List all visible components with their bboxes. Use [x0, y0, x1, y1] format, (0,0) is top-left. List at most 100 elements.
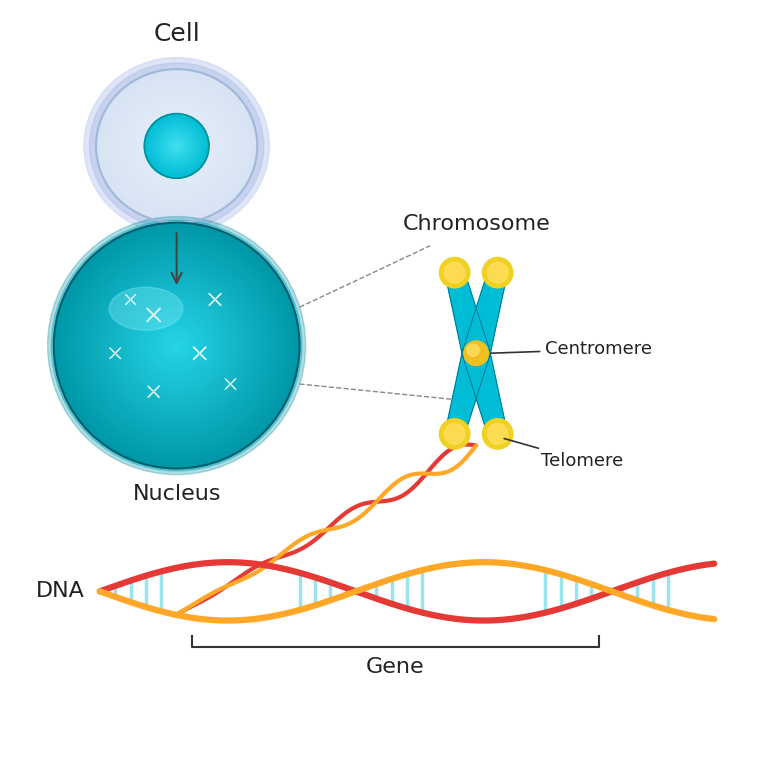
Ellipse shape	[152, 123, 201, 169]
Ellipse shape	[160, 329, 194, 362]
Ellipse shape	[169, 138, 184, 154]
Ellipse shape	[444, 423, 465, 444]
Ellipse shape	[165, 134, 188, 157]
Ellipse shape	[102, 74, 251, 217]
Ellipse shape	[158, 128, 195, 163]
Ellipse shape	[100, 73, 253, 219]
Ellipse shape	[164, 133, 190, 159]
Text: Chromosome: Chromosome	[402, 214, 550, 234]
Polygon shape	[445, 270, 489, 357]
Ellipse shape	[161, 131, 192, 161]
Ellipse shape	[488, 423, 508, 444]
Ellipse shape	[154, 323, 199, 368]
Ellipse shape	[142, 311, 211, 380]
Ellipse shape	[111, 280, 243, 412]
Ellipse shape	[78, 247, 275, 444]
Ellipse shape	[98, 71, 255, 221]
Ellipse shape	[154, 124, 199, 167]
Ellipse shape	[151, 120, 203, 172]
Ellipse shape	[138, 109, 215, 183]
Ellipse shape	[84, 58, 270, 234]
Ellipse shape	[83, 252, 270, 439]
Ellipse shape	[124, 96, 229, 196]
Ellipse shape	[149, 118, 204, 174]
Ellipse shape	[101, 270, 253, 422]
Ellipse shape	[161, 131, 193, 161]
Ellipse shape	[156, 125, 197, 167]
Ellipse shape	[116, 88, 237, 204]
Ellipse shape	[174, 144, 179, 147]
Ellipse shape	[439, 419, 470, 449]
Ellipse shape	[96, 69, 257, 223]
Ellipse shape	[103, 272, 250, 419]
Ellipse shape	[164, 333, 189, 358]
Ellipse shape	[145, 114, 208, 177]
Ellipse shape	[112, 84, 241, 207]
Ellipse shape	[88, 257, 265, 434]
Polygon shape	[463, 349, 507, 436]
Ellipse shape	[108, 276, 246, 415]
Ellipse shape	[169, 138, 184, 154]
Ellipse shape	[134, 105, 219, 187]
Ellipse shape	[118, 286, 236, 405]
Ellipse shape	[122, 94, 231, 198]
Ellipse shape	[164, 134, 189, 157]
Ellipse shape	[58, 227, 295, 464]
Ellipse shape	[158, 127, 195, 164]
Ellipse shape	[51, 220, 302, 471]
Ellipse shape	[104, 77, 249, 215]
Ellipse shape	[54, 223, 300, 468]
Ellipse shape	[157, 127, 196, 165]
Text: Telomere: Telomere	[504, 439, 624, 470]
Ellipse shape	[172, 341, 181, 350]
Ellipse shape	[167, 336, 187, 356]
Ellipse shape	[144, 115, 209, 177]
Ellipse shape	[108, 81, 245, 211]
Ellipse shape	[131, 102, 223, 190]
Polygon shape	[445, 349, 489, 436]
Ellipse shape	[482, 257, 513, 288]
Ellipse shape	[173, 142, 180, 150]
Ellipse shape	[110, 82, 243, 209]
Ellipse shape	[172, 141, 181, 151]
Ellipse shape	[147, 117, 206, 175]
Ellipse shape	[163, 132, 190, 160]
Ellipse shape	[141, 111, 213, 180]
Ellipse shape	[118, 91, 235, 201]
Text: Gene: Gene	[366, 657, 425, 677]
Ellipse shape	[105, 274, 248, 417]
Ellipse shape	[86, 255, 267, 436]
Ellipse shape	[91, 260, 263, 432]
Ellipse shape	[157, 127, 197, 165]
Ellipse shape	[93, 262, 260, 429]
Ellipse shape	[66, 235, 287, 456]
Ellipse shape	[130, 299, 223, 392]
Ellipse shape	[123, 292, 230, 399]
Ellipse shape	[48, 217, 306, 475]
Ellipse shape	[120, 92, 233, 200]
Ellipse shape	[155, 124, 198, 167]
Ellipse shape	[170, 140, 183, 152]
Ellipse shape	[151, 121, 203, 171]
Ellipse shape	[81, 250, 273, 442]
Ellipse shape	[150, 119, 204, 173]
Ellipse shape	[74, 243, 280, 449]
Ellipse shape	[56, 225, 297, 466]
Text: Cell: Cell	[154, 22, 200, 46]
Ellipse shape	[174, 144, 179, 148]
Ellipse shape	[148, 119, 205, 173]
Ellipse shape	[174, 143, 180, 149]
Ellipse shape	[144, 313, 209, 378]
Ellipse shape	[147, 118, 207, 174]
Ellipse shape	[125, 294, 228, 397]
Ellipse shape	[61, 230, 292, 461]
Ellipse shape	[128, 100, 225, 192]
Ellipse shape	[166, 135, 187, 157]
Ellipse shape	[153, 122, 200, 170]
Ellipse shape	[135, 304, 218, 387]
Ellipse shape	[147, 116, 207, 176]
Ellipse shape	[132, 104, 221, 188]
Ellipse shape	[464, 341, 488, 366]
Ellipse shape	[174, 343, 179, 348]
Polygon shape	[463, 270, 507, 357]
